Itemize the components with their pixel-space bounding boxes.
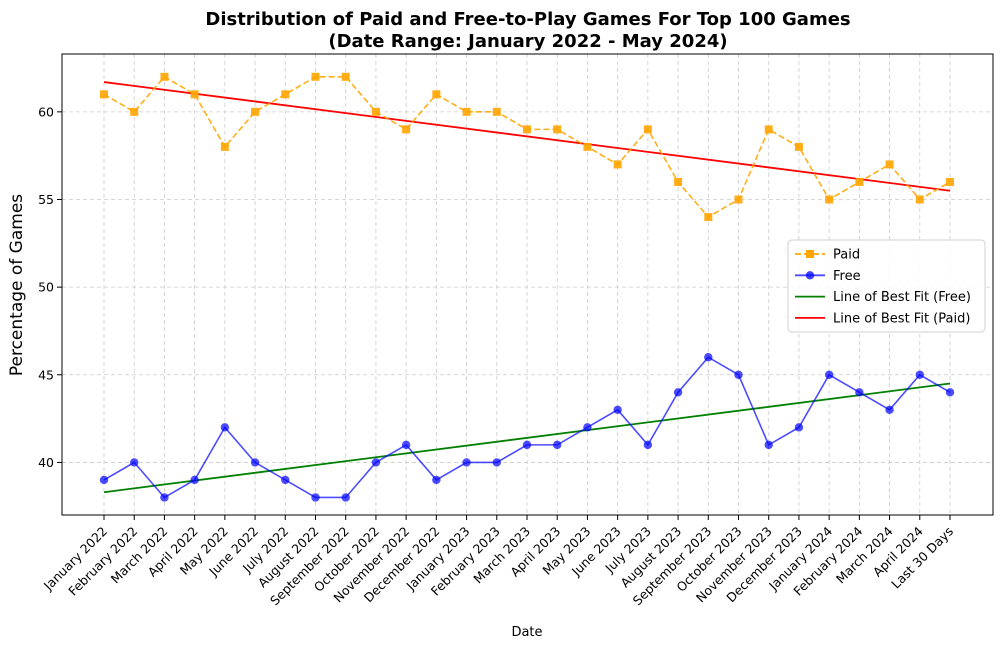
y-tick-label: 45 [38,367,54,382]
data-point-free [401,440,411,450]
data-point-free [915,370,924,379]
data-point-free [522,440,532,450]
data-point-paid [492,107,501,116]
data-point-paid [190,90,199,99]
y-axis-ticks: 40 45 50 55 60 [38,104,62,470]
legend-label: Line of Best Fit (Free) [833,290,971,305]
y-tick-label: 40 [38,455,54,470]
plot-area [99,72,955,502]
grid [62,54,993,515]
data-point-paid [100,90,108,99]
data-point-free [673,388,683,397]
data-point-paid [825,195,834,204]
data-point-paid [855,177,864,186]
y-tick-label: 50 [38,280,54,295]
legend-label: Free [833,269,861,284]
data-point-free [99,475,109,485]
data-point-free [432,475,441,485]
data-point-free [824,370,834,379]
legend-box [787,239,986,333]
data-point-paid [130,107,139,116]
data-point-paid [583,142,592,151]
data-point-paid [643,125,652,134]
data-point-paid [251,107,260,116]
data-point-paid [794,142,803,151]
data-point-free [794,423,804,432]
data-point-paid [915,195,924,204]
plot-frame [61,53,994,516]
data-point-free [734,370,743,379]
data-point-paid [734,195,743,204]
data-point-paid [311,72,320,81]
data-point-free [130,458,139,467]
y-axis-label: Percentage of Games [7,194,27,376]
data-point-paid [341,72,350,81]
chart-title-line2: (Date Range: January 2022 - May 2024) [328,31,727,52]
data-point-free [764,440,773,450]
data-point-free [371,458,381,467]
chart-title-line1: Distribution of Paid and Free-to-Play Ga… [205,9,850,30]
data-point-free [160,493,169,502]
legend: Paid Free Line of Best Fit (Free) Line of B… [787,239,986,333]
data-point-free [613,405,622,415]
legend-swatch-marker [805,271,815,280]
x-axis-label: Date [511,625,542,640]
data-point-free [855,388,864,397]
data-point-free [220,423,230,432]
data-point-free [885,405,894,415]
data-point-paid [704,213,713,222]
data-point-free [492,458,501,467]
legend-swatch-marker [806,250,814,258]
best-fit-line-paid [103,81,951,192]
data-point-paid [432,90,441,99]
data-point-free [704,353,713,362]
data-point-free [281,475,290,485]
best-fit-line-free [103,382,951,494]
data-point-free [643,440,653,450]
data-point-paid [946,177,954,186]
legend-label: Paid [833,248,860,263]
data-point-free [341,493,350,502]
data-point-paid [553,125,562,134]
data-point-free [190,475,199,485]
data-point-paid [523,125,531,134]
data-point-free [583,423,592,432]
data-point-paid [462,107,471,116]
data-point-paid [371,107,380,116]
data-point-free [945,388,955,397]
data-point-free [553,440,562,450]
data-point-paid [220,142,229,151]
data-point-paid [402,125,411,134]
data-point-paid [160,72,169,81]
data-point-paid [613,160,622,169]
y-tick-label: 55 [38,192,54,207]
data-point-paid [764,125,773,134]
data-point-free [462,458,471,467]
legend-label: Line of Best Fit (Paid) [833,311,970,326]
data-point-paid [885,160,894,169]
data-point-paid [281,90,290,99]
data-point-free [311,493,320,502]
data-point-paid [674,177,683,186]
data-point-free [250,458,260,467]
y-tick-label: 60 [38,104,54,119]
